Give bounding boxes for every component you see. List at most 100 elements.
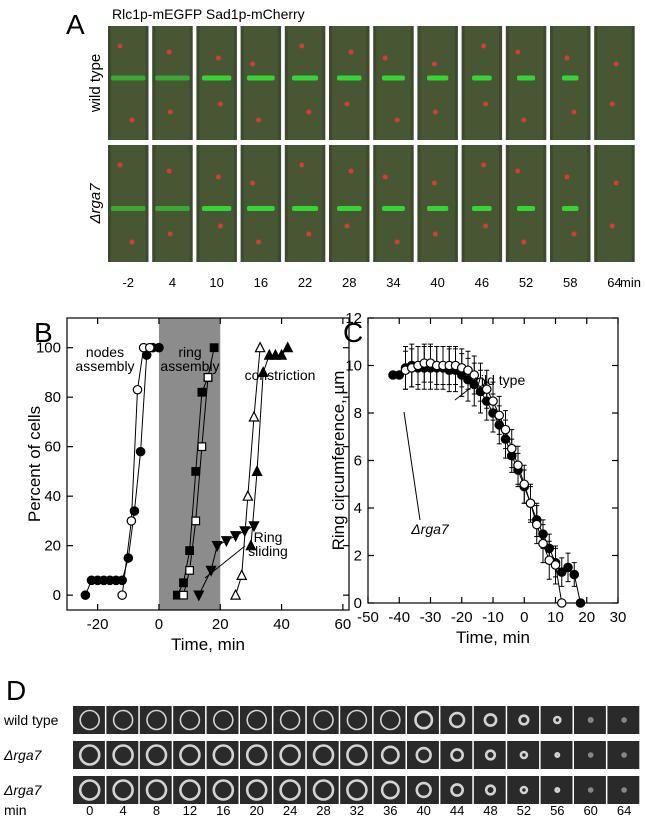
unit-label: min	[4, 802, 27, 818]
ring-signal	[337, 75, 362, 81]
unit-label: min	[620, 275, 641, 290]
panel-label: A	[66, 9, 85, 40]
data-point	[469, 370, 480, 380]
y-tick-label: 8	[354, 405, 362, 422]
x-tick-label: 0	[520, 609, 528, 626]
spb-signal	[432, 231, 438, 237]
spb-signal	[483, 101, 489, 107]
time-label: 16	[254, 275, 268, 290]
time-label: 52	[519, 275, 533, 290]
panel-title: Rlc1p-mEGFP Sad1p-mCherry	[112, 6, 305, 22]
data-point	[257, 366, 269, 378]
ring-signal	[247, 206, 275, 211]
ring-signal	[155, 206, 190, 211]
data-point	[488, 396, 498, 406]
spb-signal	[256, 239, 262, 245]
time-label: 8	[153, 803, 160, 818]
ring-image	[179, 744, 201, 766]
cell-body	[287, 145, 323, 262]
spb-signal	[613, 61, 619, 67]
cell-body	[376, 26, 411, 140]
spb-signal	[348, 49, 354, 55]
ring-image	[279, 779, 301, 801]
spb-signal	[481, 43, 487, 49]
annotation: ring	[178, 344, 201, 360]
time-label: -2	[122, 275, 134, 290]
series-line	[84, 347, 159, 596]
ring-image	[78, 744, 101, 766]
data-point	[282, 341, 294, 353]
micrograph	[473, 741, 506, 769]
data-point	[135, 446, 146, 457]
data-point	[185, 546, 195, 556]
data-point	[575, 598, 586, 608]
data-point	[519, 479, 530, 490]
cell-body	[111, 26, 146, 140]
spb-signal	[344, 223, 350, 229]
data-point	[506, 443, 517, 454]
data-point	[248, 410, 260, 422]
ring-image	[450, 748, 464, 762]
data-point	[220, 536, 232, 548]
panel-label: B	[34, 317, 53, 348]
spb-signal	[431, 61, 437, 67]
ring-image	[621, 787, 627, 793]
ring-image	[380, 745, 400, 765]
micrograph	[507, 776, 540, 804]
annotation: assembly	[160, 358, 219, 374]
ring-image	[587, 716, 594, 723]
x-tick-label: -20	[87, 616, 109, 633]
ring-image	[621, 752, 627, 758]
ring-image	[245, 744, 268, 766]
data-point	[254, 341, 266, 353]
ring-image	[246, 709, 268, 731]
annotation-arrow	[454, 381, 479, 401]
micrograph	[407, 776, 439, 804]
micrograph	[440, 776, 473, 804]
panel-label: C	[343, 317, 363, 348]
time-label: 34	[386, 275, 400, 290]
row-label: wild type	[87, 54, 104, 113]
micrograph	[507, 706, 540, 734]
ring-image	[448, 711, 466, 729]
ring-signal	[292, 206, 319, 211]
micrograph	[373, 741, 406, 769]
row-label: wild type	[3, 712, 59, 728]
micrograph	[407, 741, 439, 769]
data-point	[525, 498, 536, 509]
data-point	[275, 348, 288, 360]
ring-signal	[562, 206, 579, 211]
cell-body	[287, 26, 323, 140]
x-tick-label: 20	[212, 616, 229, 633]
annotation: nodes	[86, 344, 124, 360]
x-tick-label: -30	[420, 609, 442, 626]
spb-signal	[609, 101, 615, 107]
ring-image	[279, 744, 301, 766]
x-tick-label: -50	[357, 609, 379, 626]
data-point	[556, 598, 567, 608]
spb-signal	[483, 223, 489, 229]
time-label: 28	[316, 803, 330, 818]
spb-signal	[613, 180, 619, 186]
ring-image	[484, 749, 497, 761]
data-point	[531, 519, 542, 530]
time-label: 40	[416, 803, 430, 818]
data-point	[251, 465, 263, 477]
annotation-arrow	[204, 545, 246, 579]
ring-image	[313, 709, 334, 731]
ring-signal	[472, 75, 492, 81]
row-label: Δrga7	[87, 183, 104, 225]
time-label: 32	[350, 803, 364, 818]
spb-signal	[166, 168, 172, 174]
ring-image	[450, 783, 464, 797]
data-point	[245, 539, 257, 551]
time-label: 0	[86, 803, 93, 818]
time-label: 24	[283, 803, 297, 818]
micrograph	[473, 706, 506, 734]
ring-signal	[111, 75, 146, 81]
ring-image	[587, 787, 594, 793]
cell-body	[508, 26, 544, 140]
time-label: 40	[430, 275, 444, 290]
time-label: 44	[450, 803, 464, 818]
